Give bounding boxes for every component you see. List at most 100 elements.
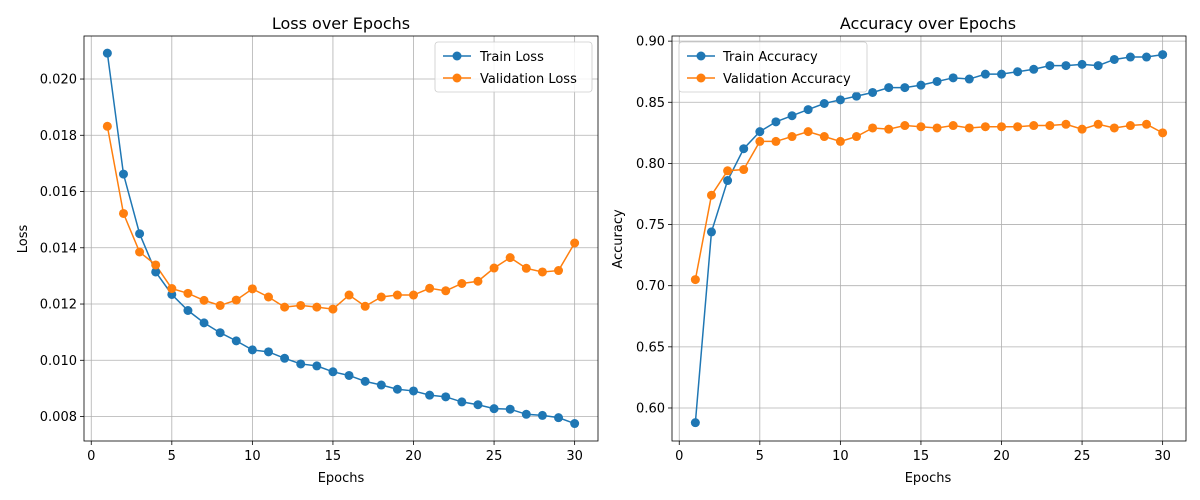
- accuracy-y-tick-label: 0.60: [636, 401, 665, 416]
- validation-loss-point: [457, 279, 467, 288]
- validation-accuracy-point: [771, 136, 781, 146]
- train-accuracy-point: [771, 117, 781, 127]
- validation-accuracy-point: [1061, 119, 1071, 129]
- train-accuracy-point: [755, 127, 765, 137]
- train-loss-point: [392, 384, 402, 394]
- accuracy-y-tick-label: 0.65: [636, 340, 665, 355]
- loss-plot-frame: [83, 35, 599, 442]
- validation-loss-point: [441, 286, 451, 296]
- train-loss-point: [425, 390, 435, 400]
- train-accuracy-point: [1109, 54, 1119, 64]
- accuracy-x-tick-label: 20: [993, 449, 1010, 464]
- validation-accuracy-point: [1013, 122, 1023, 132]
- validation-loss-point: [135, 247, 145, 257]
- train-accuracy-point: [706, 227, 716, 237]
- validation-accuracy-point: [900, 121, 910, 131]
- train-accuracy-point: [997, 69, 1007, 79]
- loss-x-tick-label: 20: [405, 449, 422, 464]
- loss-x-ticks: 0 5 10 15 20 25 30: [87, 441, 583, 464]
- train-accuracy-point: [932, 76, 942, 86]
- accuracy-y-tick-label: 0.80: [636, 157, 665, 172]
- loss-chart: Loss over Epochs 0 5 10 15 20 25 30 0.008 0.010…: [16, 14, 599, 486]
- loss-y-ticks: 0.008 0.010 0.012 0.014 0.016 0.018 0.020: [40, 73, 84, 425]
- train-loss-point: [441, 392, 451, 402]
- train-loss-point: [199, 318, 209, 328]
- validation-accuracy-point: [803, 127, 813, 137]
- accuracy-legend-validation-marker: [696, 73, 706, 83]
- train-loss-point: [231, 336, 241, 346]
- loss-y-axis-label: Loss: [16, 225, 31, 254]
- train-loss-point: [554, 413, 564, 423]
- validation-loss-point: [183, 288, 193, 298]
- validation-accuracy-point: [851, 132, 861, 142]
- train-loss-point: [151, 267, 161, 277]
- accuracy-x-tick-label: 10: [832, 449, 849, 464]
- train-accuracy-point: [948, 73, 958, 83]
- validation-loss-point: [537, 267, 547, 277]
- train-accuracy-point: [1142, 52, 1152, 62]
- train-accuracy-point: [1061, 61, 1071, 71]
- loss-legend-box: [434, 41, 593, 93]
- validation-accuracy-point: [980, 122, 990, 132]
- train-accuracy-point: [1158, 50, 1168, 60]
- loss-y-tick-label: 0.008: [40, 410, 77, 425]
- validation-accuracy-point: [1029, 121, 1039, 131]
- validation-loss-point: [570, 238, 580, 248]
- validation-loss-point: [409, 290, 419, 300]
- train-accuracy-point: [1077, 59, 1087, 69]
- accuracy-chart: Accuracy over Epochs 0 5 10 15 20 25 30 0.600.…: [611, 14, 1187, 486]
- train-loss-point: [521, 409, 531, 419]
- train-accuracy-point: [1013, 67, 1023, 77]
- accuracy-series-markers: [690, 50, 1168, 428]
- loss-legend-validation-label: Validation Loss: [480, 72, 577, 87]
- validation-loss-point: [199, 295, 209, 305]
- train-loss-point: [489, 404, 499, 414]
- validation-accuracy-point: [1142, 119, 1152, 129]
- loss-legend: Train Loss Validation Loss: [434, 41, 593, 93]
- validation-loss-point: [328, 304, 338, 314]
- train-loss-point: [118, 169, 128, 179]
- train-accuracy-point: [787, 111, 797, 121]
- train-accuracy-point: [884, 83, 894, 93]
- train-accuracy-point: [868, 87, 878, 97]
- loss-chart-title: Loss over Epochs: [272, 14, 410, 33]
- validation-loss-point: [231, 295, 241, 305]
- train-loss-point: [328, 367, 338, 377]
- accuracy-x-tick-label: 30: [1154, 449, 1171, 464]
- validation-accuracy-point: [1125, 121, 1135, 131]
- validation-loss-point: [392, 290, 402, 300]
- loss-x-tick-label: 15: [325, 449, 342, 464]
- train-loss-point: [570, 419, 580, 429]
- validation-loss-point: [151, 260, 161, 270]
- loss-series-markers: [102, 48, 580, 429]
- loss-x-tick-label: 0: [87, 449, 95, 464]
- validation-accuracy-point: [916, 122, 926, 132]
- loss-y-tick-label: 0.016: [40, 185, 77, 200]
- accuracy-x-tick-label: 15: [913, 449, 930, 464]
- accuracy-x-tick-label: 0: [675, 449, 683, 464]
- accuracy-y-tick-label: 0.90: [636, 35, 665, 50]
- accuracy-y-tick-label: 0.75: [636, 218, 665, 233]
- train-loss-point: [263, 347, 273, 357]
- train-loss-point: [537, 410, 547, 420]
- validation-accuracy-point: [1045, 121, 1055, 131]
- validation-accuracy-point: [1077, 124, 1087, 134]
- validation-accuracy-point: [690, 275, 700, 285]
- train-accuracy-point: [723, 176, 733, 186]
- loss-x-tick-label: 10: [244, 449, 261, 464]
- validation-loss-point: [296, 300, 306, 310]
- validation-accuracy-point: [835, 136, 845, 146]
- validation-loss-point: [167, 284, 177, 294]
- loss-x-axis-label: Epochs: [318, 471, 365, 486]
- accuracy-legend-box: [678, 41, 868, 93]
- validation-loss-point: [280, 302, 290, 312]
- validation-loss-point: [102, 121, 112, 131]
- train-loss-point: [296, 359, 306, 369]
- validation-loss-point: [263, 292, 273, 302]
- loss-y-tick-label: 0.018: [40, 129, 77, 144]
- validation-accuracy-point: [787, 132, 797, 142]
- accuracy-chart-title: Accuracy over Epochs: [840, 14, 1016, 33]
- train-loss-point: [102, 48, 112, 58]
- train-loss-point: [215, 328, 225, 338]
- validation-accuracy-point: [997, 122, 1007, 132]
